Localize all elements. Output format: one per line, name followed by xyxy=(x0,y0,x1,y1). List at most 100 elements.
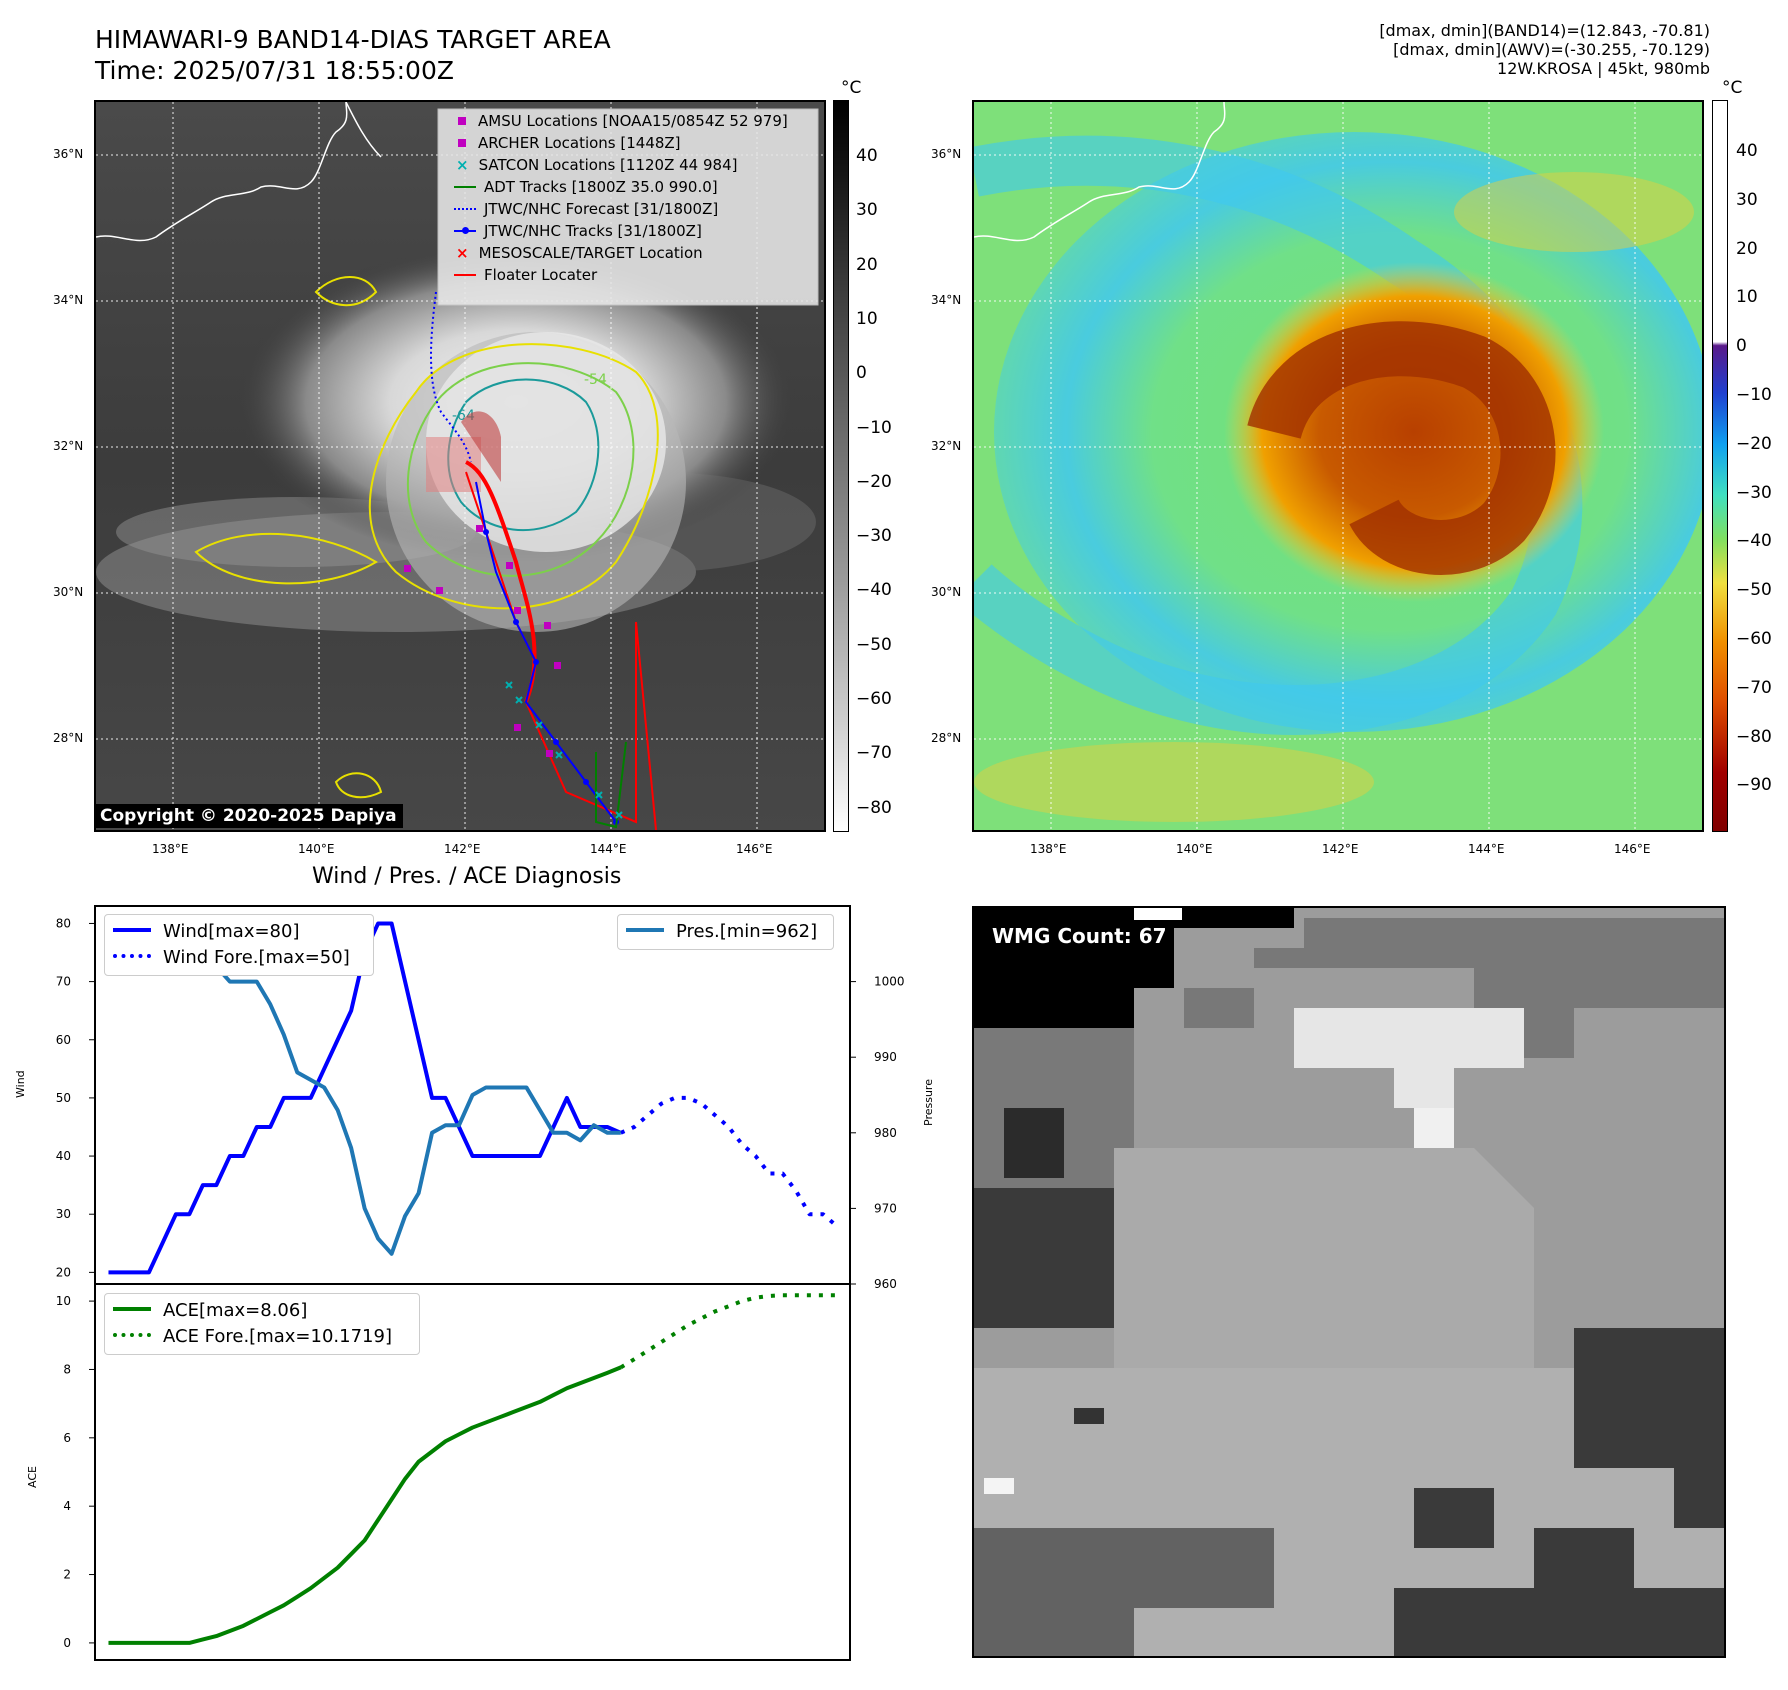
pressure-tick-label: 990 xyxy=(874,1050,897,1064)
colorbar-tick-label: 0 xyxy=(856,363,867,384)
legend-floater: Floater Locater xyxy=(454,266,597,284)
awv-map-panel xyxy=(972,100,1704,832)
info-line-2: [dmax, dmin](AWV)=(-30.255, -70.129) xyxy=(1393,40,1710,59)
colorbar-tick-label: 10 xyxy=(1736,287,1758,308)
line-marker-icon xyxy=(454,274,476,276)
lon-label: 144°E xyxy=(590,842,627,856)
lat-label: 32°N xyxy=(53,439,84,453)
lon-label: 146°E xyxy=(736,842,773,856)
lon-label: 140°E xyxy=(298,842,335,856)
wind-tick-label: 60 xyxy=(56,1033,71,1047)
colorbar-tick-label: 40 xyxy=(1736,141,1758,161)
wmg-image xyxy=(974,908,1724,1656)
legend-amsu: AMSU Locations [NOAA15/0854Z 52 979] xyxy=(454,112,788,130)
lat-label: 34°N xyxy=(53,293,84,307)
title-line-2: Time: 2025/07/31 18:55:00Z xyxy=(95,56,454,85)
legend-wind: Wind[max=80] xyxy=(113,921,300,942)
pressure-axis-label: Pressure xyxy=(922,1079,935,1126)
x-marker-icon: × xyxy=(456,156,469,174)
wind-legend: Wind[max=80] Wind Fore.[max=50] xyxy=(104,914,374,976)
ace-tick-label: 2 xyxy=(63,1568,71,1582)
legend-wind-fore: Wind Fore.[max=50] xyxy=(113,947,350,968)
lat-label: 28°N xyxy=(931,731,962,745)
ir-colorbar xyxy=(833,100,849,832)
lat-label: 34°N xyxy=(931,293,962,307)
pressure-tick-label: 980 xyxy=(874,1126,897,1140)
info-line-3: 12W.KROSA | 45kt, 980mb xyxy=(1497,59,1710,78)
colorbar-tick-label: 20 xyxy=(1736,238,1758,259)
dotted-line-icon xyxy=(454,208,476,210)
legend-archer: ARCHER Locations [1448Z] xyxy=(454,134,681,152)
colorbar-tick-label: −60 xyxy=(856,689,892,709)
legend-tracks: JTWC/NHC Tracks [31/1800Z] xyxy=(454,222,702,240)
wind-tick-label: 30 xyxy=(56,1207,71,1221)
colorbar-tick-label: −10 xyxy=(856,417,892,438)
info-line-1: [dmax, dmin](BAND14)=(12.843, -70.81) xyxy=(1379,21,1710,40)
ace-legend: ACE[max=8.06] ACE Fore.[max=10.1719] xyxy=(104,1293,420,1355)
colorbar-tick-label: −30 xyxy=(856,526,892,547)
colorbar-tick-label: −20 xyxy=(856,471,892,492)
legend-adt: ADT Tracks [1800Z 35.0 990.0] xyxy=(454,178,718,196)
lon-label: 146°E xyxy=(1614,842,1651,856)
dotted-line-icon xyxy=(113,1333,151,1337)
ace-forecast-line xyxy=(619,1293,837,1370)
wind-tick-label: 40 xyxy=(56,1149,71,1163)
line-marker-icon xyxy=(454,186,476,188)
svg-text:-54: -54 xyxy=(584,372,607,388)
wind-tick-label: 20 xyxy=(56,1265,71,1279)
chart-title: HIMAWARI-9 BAND14-DIAS TARGET AREA Time:… xyxy=(95,24,611,86)
pressure-legend: Pres.[min=962] xyxy=(617,914,834,950)
colorbar-tick-label: −40 xyxy=(856,580,892,601)
colorbar-tick-label: 40 xyxy=(856,146,878,166)
ace-tick-label: 8 xyxy=(63,1362,71,1376)
colorbar-tick-label: −70 xyxy=(856,743,892,764)
colorbar-tick-label: −20 xyxy=(1736,433,1772,454)
lat-label: 28°N xyxy=(53,731,84,745)
legend-mesoscale: × MESOSCALE/TARGET Location xyxy=(456,244,703,262)
colorbar-tick-label: −30 xyxy=(1736,482,1772,503)
colorbar-tick-label: −80 xyxy=(856,797,892,818)
pressure-tick-label: 1000 xyxy=(874,975,905,989)
legend-pressure: Pres.[min=962] xyxy=(626,921,817,942)
colorbar-tick-label: −90 xyxy=(1736,775,1772,796)
legend-forecast: JTWC/NHC Forecast [31/1800Z] xyxy=(454,200,718,218)
colorbar-tick-label: −50 xyxy=(856,634,892,655)
solid-line-icon xyxy=(113,928,151,932)
square-marker-icon xyxy=(458,117,466,125)
colorbar-tick-label: 0 xyxy=(1736,336,1747,357)
ace-tick-label: 4 xyxy=(63,1499,71,1513)
ace-tick-label: 0 xyxy=(63,1636,71,1650)
colorbar-tick-label: 10 xyxy=(856,308,878,329)
colorbar-tick-label: −40 xyxy=(1736,531,1772,552)
wind-tick-label: 50 xyxy=(56,1091,71,1105)
ace-tick-label: 10 xyxy=(56,1294,71,1308)
ir-map-image: -64 -54 xyxy=(96,102,824,830)
diagnosis-title: Wind / Pres. / ACE Diagnosis xyxy=(312,864,622,889)
pressure-tick-label: 970 xyxy=(874,1201,897,1215)
lat-label: 32°N xyxy=(931,439,962,453)
colorbar-tick-label: −80 xyxy=(1736,726,1772,747)
lon-label: 140°E xyxy=(1176,842,1213,856)
ir-map-panel: -64 -54 xyxy=(94,100,826,832)
wind-axis-label: Wind xyxy=(14,1070,27,1098)
wind-tick-label: 80 xyxy=(56,916,71,930)
pressure-line xyxy=(108,926,621,1256)
lon-label: 142°E xyxy=(1322,842,1359,856)
awv-map-image xyxy=(974,102,1702,830)
lat-label: 36°N xyxy=(931,147,962,161)
legend-ace: ACE[max=8.06] xyxy=(113,1300,307,1321)
lon-label: 144°E xyxy=(1468,842,1505,856)
colorbar-tick-label: −50 xyxy=(1736,580,1772,601)
pressure-tick-label: 960 xyxy=(874,1277,897,1291)
colorbar-tick-label: −70 xyxy=(1736,677,1772,698)
colorbar-tick-label: −10 xyxy=(1736,385,1772,405)
ace-tick-label: 6 xyxy=(63,1431,71,1445)
solid-line-icon xyxy=(113,1307,151,1311)
ace-line xyxy=(108,1365,622,1645)
square-marker-icon xyxy=(458,139,466,147)
title-line-1: HIMAWARI-9 BAND14-DIAS TARGET AREA xyxy=(95,25,611,54)
lon-label: 142°E xyxy=(444,842,481,856)
awv-colorbar-unit: °C xyxy=(1722,78,1743,98)
dotted-line-icon xyxy=(113,954,151,958)
intensity-info: [dmax, dmin](BAND14)=(12.843, -70.81) [d… xyxy=(1110,21,1710,78)
